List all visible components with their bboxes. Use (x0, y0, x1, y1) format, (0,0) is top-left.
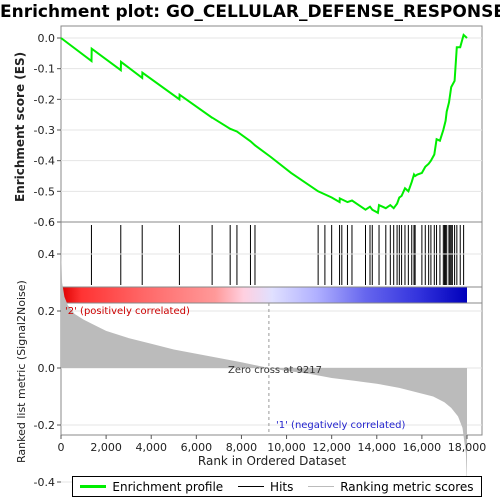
metric-y-axis-label: Ranked list metric (Signal2Noise) (15, 280, 28, 463)
metric-tick-label: -0.2 (34, 419, 55, 432)
es-tick-label: -0.2 (34, 93, 55, 106)
legend-item-hits: Hits (238, 480, 293, 494)
enrichment-profile-line (60, 33, 468, 215)
metric-tick-label: -0.4 (34, 476, 55, 489)
x-tick-label: 12,000 (312, 441, 351, 454)
es-tick-label: -0.4 (34, 155, 55, 168)
legend-hits-swatch (238, 486, 265, 487)
x-tick-label: 0 (58, 441, 65, 454)
metric-tick-label: 0.2 (38, 305, 56, 318)
x-tick-label: 4,000 (135, 441, 167, 454)
metric-tick-label: 0.4 (38, 248, 56, 261)
x-tick-label: 14,000 (358, 441, 397, 454)
positive-label: '2' (positively correlated) (65, 306, 190, 317)
x-tick-label: 8,000 (226, 441, 258, 454)
x-axis-label: Rank in Ordered Dataset (198, 454, 346, 468)
x-tick-label: 2,000 (90, 441, 122, 454)
x-tick-label: 16,000 (403, 441, 442, 454)
es-tick-label: -0.5 (34, 185, 55, 198)
x-tick-label: 18,000 (448, 441, 487, 454)
legend: Enrichment profile Hits Ranking metric s… (72, 476, 482, 497)
es-panel-frame (60, 25, 483, 223)
x-tick-label: 6,000 (181, 441, 213, 454)
legend-metric-swatch (308, 486, 335, 487)
zero-cross-label: Zero cross at 9217 (228, 365, 322, 376)
legend-item-metric: Ranking metric scores (308, 479, 474, 494)
es-tick-label: -0.6 (34, 216, 55, 229)
es-tick-label: 0.0 (38, 32, 56, 45)
heatmap-bar (61, 287, 467, 303)
es-tick-label: -0.3 (34, 124, 55, 137)
chart-title: Enrichment plot: GO_CELLULAR_DEFENSE_RES… (0, 2, 500, 22)
legend-item-enrichment: Enrichment profile (80, 480, 223, 494)
es-tick-label: -0.1 (34, 63, 55, 76)
legend-enrichment-swatch (80, 485, 107, 488)
legend-metric-label: Ranking metric scores (340, 479, 474, 494)
x-tick-label: 10,000 (267, 441, 306, 454)
legend-enrichment-label: Enrichment profile (112, 479, 224, 494)
negative-label: '1' (negatively correlated) (276, 420, 405, 431)
es-y-axis-label: Enrichment score (ES) (13, 52, 27, 202)
legend-hits-label: Hits (270, 479, 294, 494)
metric-tick-label: 0.0 (38, 362, 56, 375)
ranking-metric-area (61, 245, 467, 488)
